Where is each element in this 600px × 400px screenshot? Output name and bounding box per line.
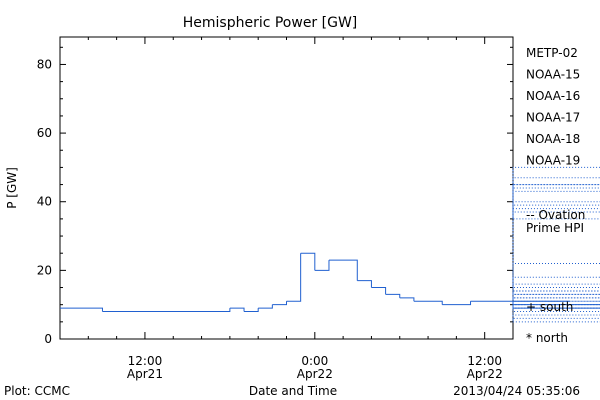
y-tick-label: 80 bbox=[37, 57, 52, 71]
x-axis-label: Date and Time bbox=[249, 384, 337, 398]
ovation-label-line1: -- Ovation bbox=[526, 208, 585, 222]
plot-timestamp: 2013/04/24 05:35:06 bbox=[453, 384, 580, 398]
x-tick-label-date: Apr21 bbox=[127, 367, 163, 381]
legend-entry: NOAA-16 bbox=[526, 89, 580, 103]
plot-source: Plot: CCMC bbox=[4, 384, 70, 398]
y-axis-label: P [GW] bbox=[5, 167, 19, 209]
y-tick-label: 40 bbox=[37, 195, 52, 209]
chart-title: Hemispheric Power [GW] bbox=[183, 15, 358, 31]
ovation-line-solid bbox=[60, 252, 600, 313]
ovation-line-dotted bbox=[512, 166, 600, 323]
legend: METP-02 NOAA-15 NOAA-16 NOAA-17 NOAA-18 NOAA-… bbox=[526, 46, 580, 168]
plot-frame bbox=[59, 36, 514, 340]
legend-entry: NOAA-15 bbox=[526, 68, 580, 82]
y-tick-label: 60 bbox=[37, 126, 52, 140]
x-tick-label-date: Apr22 bbox=[467, 367, 503, 381]
x-tick-label-time: 0:00 bbox=[301, 354, 328, 368]
legend-entry: NOAA-18 bbox=[526, 132, 580, 146]
legend-entry: NOAA-17 bbox=[526, 111, 580, 125]
y-tick-label: 20 bbox=[37, 263, 52, 277]
x-axis: 12:00Apr210:00Apr2212:00Apr220:00Apr2312… bbox=[59, 37, 514, 381]
marker-key-south: + south bbox=[526, 300, 573, 314]
x-tick-label-date: Apr22 bbox=[297, 367, 333, 381]
legend-entry: METP-02 bbox=[526, 46, 578, 60]
legend-entry: NOAA-19 bbox=[526, 154, 580, 168]
y-tick-label: 0 bbox=[44, 332, 52, 346]
y-axis: 0 20 40 60 80 bbox=[37, 46, 513, 346]
x-tick-label-time: 12:00 bbox=[128, 354, 163, 368]
x-tick-label-time: 12:00 bbox=[467, 354, 502, 368]
marker-key-north: * north bbox=[526, 331, 568, 345]
ovation-series bbox=[60, 166, 600, 323]
ovation-label-line2: Prime HPI bbox=[526, 221, 584, 235]
